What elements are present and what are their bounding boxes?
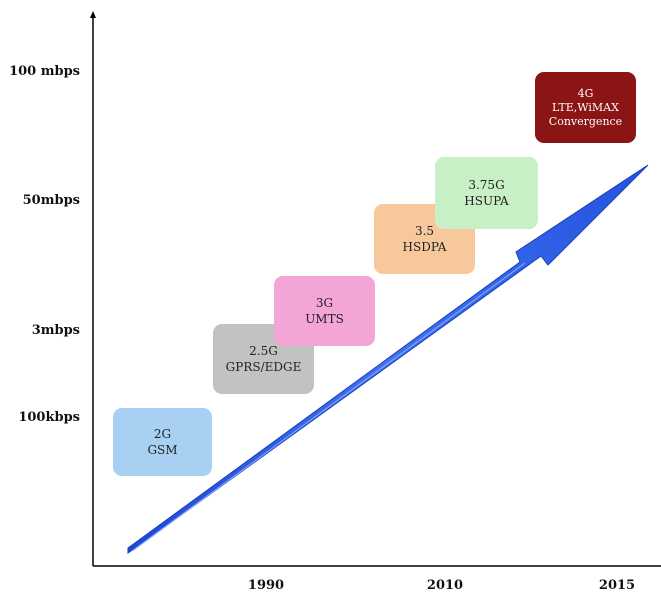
tech-label: HSDPA xyxy=(402,240,447,254)
extra-label: Convergence xyxy=(548,114,623,128)
gen-label: 3.75G xyxy=(468,178,505,192)
gen-label: 4G xyxy=(577,86,594,100)
gen-box-3-5g: 3.5 HSDPA xyxy=(374,204,475,274)
y-label-50mbps: 50mbps xyxy=(22,193,80,208)
tech-label: HSUPA xyxy=(464,194,509,208)
tech-label: UMTS xyxy=(305,312,344,326)
gen-label: 2.5G xyxy=(249,344,278,358)
tech-label: GSM xyxy=(147,443,178,457)
gen-box-2g: 2G GSM xyxy=(113,408,212,476)
gen-label: 3G xyxy=(315,296,334,310)
y-label-3mbps: 3mbps xyxy=(31,323,80,338)
gen-box-3-75g: 3.75G HSUPA xyxy=(435,157,538,229)
gen-label: 2G xyxy=(153,427,172,441)
tech-label: GPRS/EDGE xyxy=(225,360,302,374)
y-label-100kbps: 100kbps xyxy=(18,410,80,425)
gen-label: 3.5 xyxy=(414,224,435,238)
y-axis-arrowhead xyxy=(90,11,96,18)
x-label-1990: 1990 xyxy=(247,578,285,593)
gen-box-4g: 4G LTE,WiMAX Convergence xyxy=(535,72,636,143)
tech-label: LTE,WiMAX xyxy=(552,100,619,114)
y-label-100mbps: 100 mbps xyxy=(9,64,80,79)
x-label-2010: 2010 xyxy=(426,578,464,593)
x-label-2015: 2015 xyxy=(598,578,636,593)
growth-arrow-highlight xyxy=(131,262,526,552)
gen-box-3g: 3G UMTS xyxy=(274,276,375,346)
